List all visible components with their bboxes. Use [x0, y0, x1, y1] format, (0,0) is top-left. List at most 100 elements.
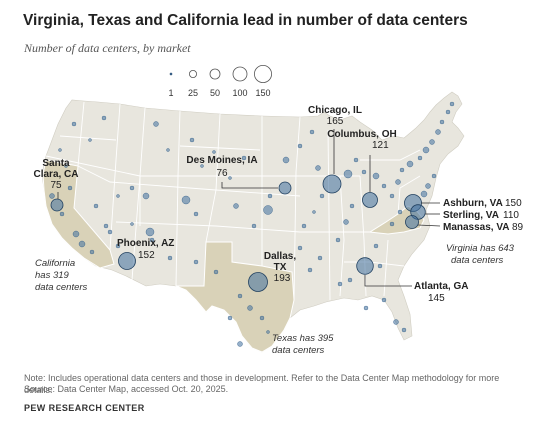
small-market-bubble — [145, 227, 155, 237]
note-virginia-line1: Virginia has 643 — [446, 243, 515, 254]
small-market-bubble — [103, 223, 109, 229]
small-market-bubble — [363, 305, 369, 311]
small-market-bubble — [335, 237, 341, 243]
small-market-bubble — [431, 173, 437, 179]
small-market-bubbles — [49, 101, 455, 347]
small-market-bubble — [309, 129, 315, 135]
small-market-bubble — [449, 101, 455, 107]
organization-name: PEW RESEARCH CENTER — [24, 403, 145, 413]
label-chicago-name: Chicago, IL — [308, 105, 362, 116]
small-market-bubble — [212, 150, 216, 154]
bubble-manassas — [405, 215, 419, 229]
label-sterling-value: 110 — [503, 210, 519, 221]
note-virginia-line2: data centers — [451, 255, 504, 266]
small-market-bubble — [88, 138, 92, 142]
small-market-bubble — [381, 297, 387, 303]
small-market-bubble — [429, 139, 435, 145]
state-texas — [175, 241, 295, 353]
small-market-bubble — [337, 281, 343, 287]
small-market-bubble — [381, 183, 387, 189]
source-line: Source: Data Center Map, accessed Oct. 2… — [24, 384, 229, 394]
small-market-bubble — [107, 229, 113, 235]
small-market-bubble — [142, 192, 150, 200]
legend-label-25: 25 — [188, 88, 198, 98]
market-labels: Chicago, IL 165 Columbus, OH 121 Des Moi… — [33, 105, 523, 304]
chart-title: Virginia, Texas and California lead in n… — [23, 12, 468, 29]
small-market-bubble — [401, 327, 407, 333]
small-market-bubble — [439, 119, 445, 125]
small-market-bubble — [422, 146, 430, 154]
small-market-bubble — [241, 155, 247, 161]
small-market-bubble — [71, 121, 77, 127]
note-texas-line2: data centers — [272, 345, 325, 356]
small-market-bubble — [263, 205, 273, 215]
label-atlanta-name: Atlanta, GA — [414, 281, 468, 292]
small-market-bubble — [115, 243, 121, 249]
note-california-line3: data centers — [35, 282, 88, 293]
label-santaclara-line1: Santa — [42, 158, 70, 169]
label-dallas-line1: Dallas, — [264, 251, 296, 262]
small-market-bubble — [435, 129, 441, 135]
legend-bubble-50 — [209, 68, 221, 80]
bubble-santaclara — [50, 198, 64, 212]
small-market-bubble — [259, 315, 265, 321]
small-market-bubble — [297, 245, 303, 251]
small-market-bubble — [59, 211, 65, 217]
small-market-bubble — [301, 223, 307, 229]
bubble-desmoines — [278, 181, 292, 195]
leader-desmoines — [221, 182, 278, 189]
small-market-bubble — [282, 156, 290, 164]
small-market-bubble — [93, 203, 99, 209]
us-landmass — [41, 91, 465, 353]
small-market-bubble — [129, 185, 135, 191]
footnote: Note: Includes operational data centers … — [24, 373, 500, 395]
small-market-bubble — [213, 269, 219, 275]
small-market-bubble — [361, 169, 367, 175]
small-market-bubble — [251, 223, 257, 229]
chart-subtitle: Number of data centers, by market — [24, 41, 191, 55]
small-market-bubble — [425, 183, 431, 189]
small-market-bubble — [395, 179, 401, 185]
small-market-bubble — [343, 169, 353, 179]
small-market-bubble — [64, 164, 68, 168]
legend-label-1: 1 — [168, 88, 173, 98]
state-california — [42, 159, 115, 269]
label-ashburn-name: Ashburn, VA — [443, 198, 503, 209]
small-market-bubble — [389, 193, 395, 199]
small-market-bubble — [373, 243, 379, 249]
small-market-bubble — [58, 148, 62, 152]
small-market-bubble — [116, 194, 120, 198]
label-phoenix-name: Phoenix, AZ — [117, 238, 174, 249]
small-market-bubble — [153, 121, 159, 127]
small-market-bubble — [237, 293, 243, 299]
note-california-line1: California — [35, 258, 75, 269]
legend-label-100: 100 — [232, 88, 247, 98]
label-ashburn-value: 150 — [505, 198, 522, 209]
small-market-bubble — [393, 319, 399, 325]
small-market-bubble — [101, 115, 107, 121]
label-columbus-value: 121 — [372, 140, 389, 151]
legend-bubble-100 — [232, 66, 248, 82]
leader-lines — [57, 129, 441, 287]
small-market-bubble — [267, 193, 273, 199]
legend-bubble-25 — [188, 70, 197, 79]
small-market-bubble — [193, 259, 199, 265]
small-market-bubble — [319, 193, 325, 199]
small-market-bubble — [353, 157, 359, 163]
small-market-bubble — [130, 222, 134, 226]
leader-atlanta — [364, 275, 412, 287]
note-california-line2: has 319 — [35, 270, 70, 281]
note-texas-line1: Texas has 395 — [272, 333, 334, 344]
bubble-dallas — [248, 272, 268, 292]
small-market-bubble — [181, 195, 191, 205]
bubble-columbus — [362, 192, 378, 208]
legend-label-50: 50 — [210, 88, 220, 98]
label-santaclara-line2: Clara, CA — [33, 169, 78, 180]
small-market-bubble — [349, 203, 355, 209]
small-market-bubble — [420, 190, 428, 198]
small-market-bubble — [189, 137, 195, 143]
small-market-bubble — [297, 143, 303, 149]
leader-manassas — [417, 224, 441, 227]
small-market-bubble — [406, 160, 414, 168]
